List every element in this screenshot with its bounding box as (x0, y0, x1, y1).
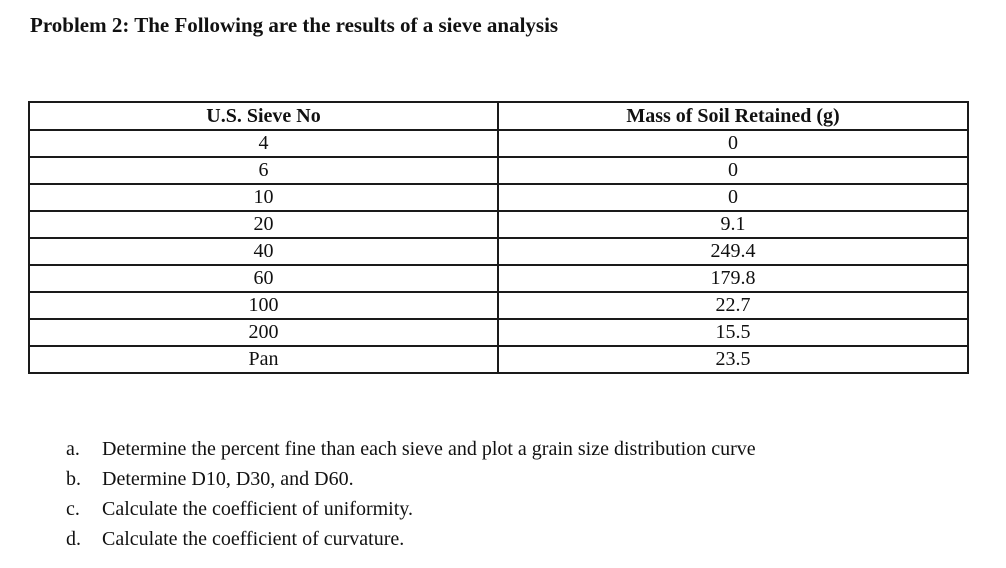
mass-cell: 15.5 (497, 318, 969, 347)
question-text: Determine the percent fine than each sie… (102, 438, 756, 460)
table-row: 4 0 (28, 129, 969, 158)
mass-cell: 22.7 (497, 291, 969, 320)
table-row: 100 22.7 (28, 291, 969, 320)
question-item: c. Calculate the coefficient of uniformi… (66, 494, 756, 524)
sieve-analysis-table: U.S. Sieve No Mass of Soil Retained (g) … (28, 101, 969, 374)
question-list: a. Determine the percent fine than each … (66, 434, 756, 554)
question-text: Calculate the coefficient of uniformity. (102, 498, 413, 520)
table-row: 10 0 (28, 183, 969, 212)
question-letter: d. (66, 528, 81, 550)
sieve-cell: 4 (28, 129, 499, 158)
question-letter: b. (66, 468, 81, 490)
table-row: 60 179.8 (28, 264, 969, 293)
table-row: 6 0 (28, 156, 969, 185)
table-row: 20 9.1 (28, 210, 969, 239)
question-letter: c. (66, 498, 80, 520)
sieve-cell: 60 (28, 264, 499, 293)
sieve-cell: 40 (28, 237, 499, 266)
sieve-cell: 20 (28, 210, 499, 239)
header-sieve-no: U.S. Sieve No (28, 101, 499, 131)
sieve-cell: 100 (28, 291, 499, 320)
table-row: 40 249.4 (28, 237, 969, 266)
mass-cell: 0 (497, 129, 969, 158)
mass-cell: 23.5 (497, 345, 969, 374)
table-header-row: U.S. Sieve No Mass of Soil Retained (g) (28, 101, 969, 131)
question-item: a. Determine the percent fine than each … (66, 434, 756, 464)
mass-cell: 179.8 (497, 264, 969, 293)
question-text: Determine D10, D30, and D60. (102, 468, 354, 490)
question-item: d. Calculate the coefficient of curvatur… (66, 524, 756, 554)
problem-title: Problem 2: The Following are the results… (30, 13, 559, 37)
question-item: b. Determine D10, D30, and D60. (66, 464, 756, 494)
table-row: Pan 23.5 (28, 345, 969, 374)
sieve-cell: 10 (28, 183, 499, 212)
mass-cell: 0 (497, 156, 969, 185)
question-text: Calculate the coefficient of curvature. (102, 528, 405, 550)
header-mass-retained: Mass of Soil Retained (g) (497, 101, 969, 131)
table-row: 200 15.5 (28, 318, 969, 347)
mass-cell: 249.4 (497, 237, 969, 266)
mass-cell: 0 (497, 183, 969, 212)
sieve-cell: 6 (28, 156, 499, 185)
mass-cell: 9.1 (497, 210, 969, 239)
sieve-cell: Pan (28, 345, 499, 374)
question-letter: a. (66, 438, 80, 460)
sieve-cell: 200 (28, 318, 499, 347)
